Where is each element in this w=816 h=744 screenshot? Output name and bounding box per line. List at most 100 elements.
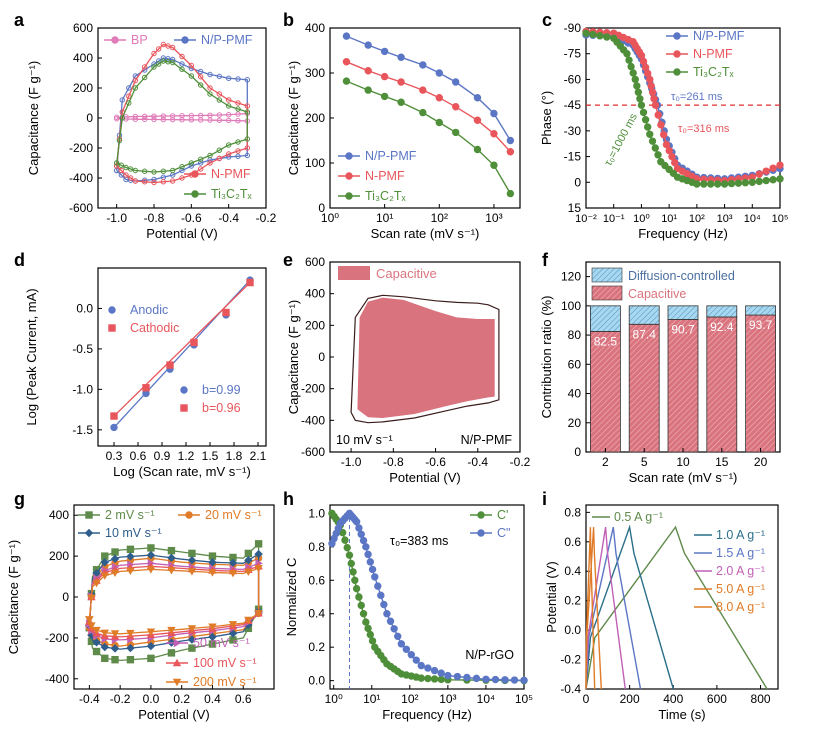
slope-label: b=0.96 bbox=[202, 401, 241, 415]
data-point bbox=[126, 100, 132, 106]
data-point bbox=[146, 628, 156, 636]
x-tick-label: 10⁰ bbox=[325, 692, 343, 706]
y-tick-label: 200 bbox=[49, 549, 69, 563]
panel-i: 0 200 400 600 800 -0.4 -0.2 0.0 0.2 0.4 0.6 0.8 Time… bbox=[542, 489, 779, 722]
data-point bbox=[359, 536, 368, 545]
data-point bbox=[654, 111, 662, 119]
y-tick-label: 100 bbox=[305, 156, 325, 170]
data-point bbox=[92, 568, 101, 578]
x-tick-label: 600 bbox=[707, 692, 727, 706]
data-point bbox=[132, 167, 139, 174]
data-point bbox=[377, 591, 385, 600]
data-point bbox=[216, 73, 223, 80]
data-point bbox=[417, 674, 425, 682]
data-point bbox=[665, 146, 673, 155]
data-point bbox=[126, 93, 132, 99]
data-point bbox=[720, 180, 729, 188]
data-point bbox=[169, 116, 176, 123]
data-point bbox=[648, 88, 657, 96]
data-point bbox=[662, 140, 671, 149]
panel-f: 82.5 2 87.4 5 90.7 10 92.4 15 93.7 20 0 20 40 60 80 100… bbox=[539, 250, 781, 485]
data-point bbox=[634, 88, 643, 96]
x-tick-label: -1.0 bbox=[106, 211, 127, 225]
data-point bbox=[92, 647, 101, 656]
y-tick-label: 60 bbox=[568, 357, 582, 371]
data-point bbox=[225, 112, 232, 118]
y-tick-label: 20 bbox=[568, 416, 582, 430]
data-point bbox=[651, 144, 659, 152]
data-point bbox=[235, 111, 241, 117]
legend-marker bbox=[477, 511, 485, 519]
data-point bbox=[419, 86, 427, 94]
data-point bbox=[755, 177, 763, 186]
data-point bbox=[207, 160, 213, 166]
y-tick-label: 0 bbox=[62, 590, 69, 604]
legend-marker bbox=[191, 170, 199, 178]
data-point bbox=[207, 152, 213, 159]
x-tick-label: 0.6 bbox=[235, 692, 252, 706]
data-point bbox=[452, 128, 460, 137]
bar-capacitive bbox=[667, 319, 699, 453]
x-tick-label: 0.6 bbox=[130, 449, 147, 463]
data-point bbox=[368, 637, 377, 645]
data-point bbox=[85, 616, 94, 624]
data-point bbox=[244, 620, 253, 630]
data-point bbox=[187, 568, 197, 576]
legend-marker bbox=[345, 152, 353, 160]
x-tick-label: 10³ bbox=[439, 692, 456, 706]
plot-frame bbox=[97, 267, 267, 447]
data-point bbox=[216, 147, 223, 153]
y-tick-label: -400 bbox=[45, 672, 69, 686]
plot-frame bbox=[585, 27, 781, 209]
slope-label: b=0.99 bbox=[202, 383, 241, 397]
series-line bbox=[346, 61, 511, 153]
data-point bbox=[110, 554, 120, 564]
data-point bbox=[160, 116, 167, 123]
legend-label: 100 mV s⁻¹ bbox=[193, 656, 257, 670]
data-point bbox=[762, 167, 770, 175]
data-point bbox=[119, 97, 125, 103]
data-point bbox=[380, 72, 389, 81]
data-point bbox=[146, 566, 156, 574]
panel-h: 10⁰ 10¹ 10² 10³ 10⁴ 10⁵ 0.0 0.2 0.4 0.6 0.8 1.0 Freq… bbox=[283, 489, 533, 722]
data-point bbox=[160, 168, 167, 174]
y-tick-label: -1.0 bbox=[72, 382, 93, 396]
legend-label: Diffusion-controlled bbox=[628, 269, 735, 283]
y-tick-label: -400 bbox=[69, 171, 93, 185]
data-point bbox=[430, 666, 439, 675]
x-tick-label: -0.6 bbox=[425, 455, 446, 469]
plot-frame bbox=[585, 504, 779, 690]
data-point bbox=[188, 160, 195, 166]
data-point bbox=[244, 568, 253, 576]
bar-value-label: 93.7 bbox=[749, 318, 773, 332]
data-point bbox=[118, 167, 125, 174]
y-tick-label: 0.0 bbox=[564, 623, 581, 637]
data-point bbox=[342, 32, 351, 40]
data-point bbox=[700, 180, 708, 188]
data-point bbox=[472, 674, 481, 683]
data-point bbox=[188, 549, 196, 558]
y-tick-label: 120 bbox=[561, 270, 581, 284]
data-point bbox=[641, 116, 650, 124]
data-point bbox=[188, 73, 195, 79]
data-point bbox=[228, 569, 238, 578]
data-point bbox=[648, 137, 657, 145]
data-point bbox=[506, 189, 515, 198]
x-tick-label: -0.4 bbox=[218, 211, 239, 225]
legend-label: 2 mV s⁻¹ bbox=[105, 508, 155, 522]
data-point bbox=[188, 644, 196, 652]
legend-marker bbox=[84, 528, 94, 538]
x-axis-label: Scan rate (mV s⁻¹) bbox=[629, 470, 738, 485]
y-tick-label: 0 bbox=[86, 111, 93, 125]
x-tick-label: 5 bbox=[641, 455, 648, 469]
x-tick-label: 0.4 bbox=[204, 692, 221, 706]
legend-label: 50 mV s⁻¹ bbox=[193, 636, 250, 650]
x-tick-label: 200 bbox=[620, 692, 640, 706]
panel-c: 10⁻² 10⁻¹ 10⁰ 10¹ 10² 10³ 10⁴ 10⁵ -90 -75 -60 -45 -3… bbox=[539, 10, 788, 241]
y-tick-label: 200 bbox=[73, 81, 93, 95]
y-tick-label: 0.8 bbox=[308, 540, 325, 554]
bar-diffusion bbox=[667, 305, 699, 320]
bar-value-label: 87.4 bbox=[633, 327, 657, 341]
data-point bbox=[166, 361, 174, 369]
legend-label: C' bbox=[497, 508, 508, 522]
